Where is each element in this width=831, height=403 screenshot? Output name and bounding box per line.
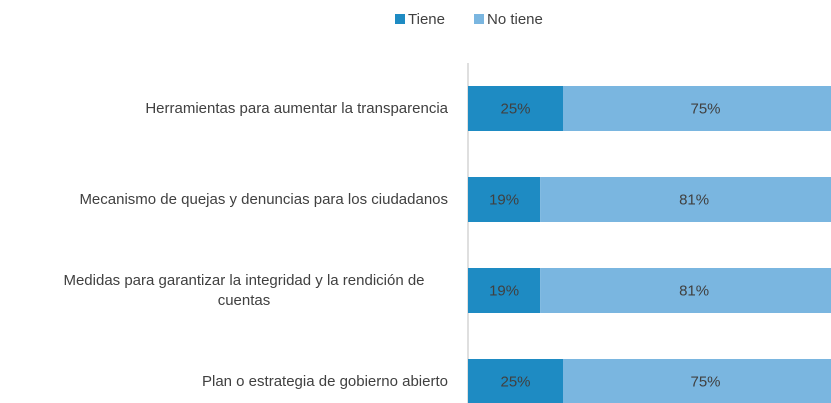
data-label: 81% <box>679 282 709 299</box>
bar-segment <box>540 177 831 222</box>
bar-segment <box>468 86 563 131</box>
data-label: 25% <box>500 373 530 390</box>
category-label: Plan o estrategia de gobierno abierto <box>201 372 448 390</box>
legend-label: Tiene <box>408 11 445 28</box>
bar-segment <box>468 359 563 403</box>
category-label: Medidas para garantizar la integridad y … <box>63 271 425 309</box>
category-label: Herramientas para aumentar la transparen… <box>145 99 448 117</box>
bar-segment <box>563 86 831 131</box>
data-label: 81% <box>679 191 709 208</box>
data-label: 75% <box>690 100 720 117</box>
category-label: Mecanismo de quejas y denuncias para los… <box>79 190 448 208</box>
legend-swatch <box>395 14 405 24</box>
legend-label: No tiene <box>487 11 543 28</box>
bar-segment <box>468 177 541 222</box>
data-label: 19% <box>489 191 519 208</box>
legend-swatch <box>474 14 484 24</box>
bar-segment <box>563 359 831 403</box>
data-label: 25% <box>500 100 530 117</box>
bar-segment <box>540 268 831 313</box>
data-label: 19% <box>489 282 519 299</box>
data-label: 75% <box>690 373 720 390</box>
bar-segment <box>468 268 541 313</box>
